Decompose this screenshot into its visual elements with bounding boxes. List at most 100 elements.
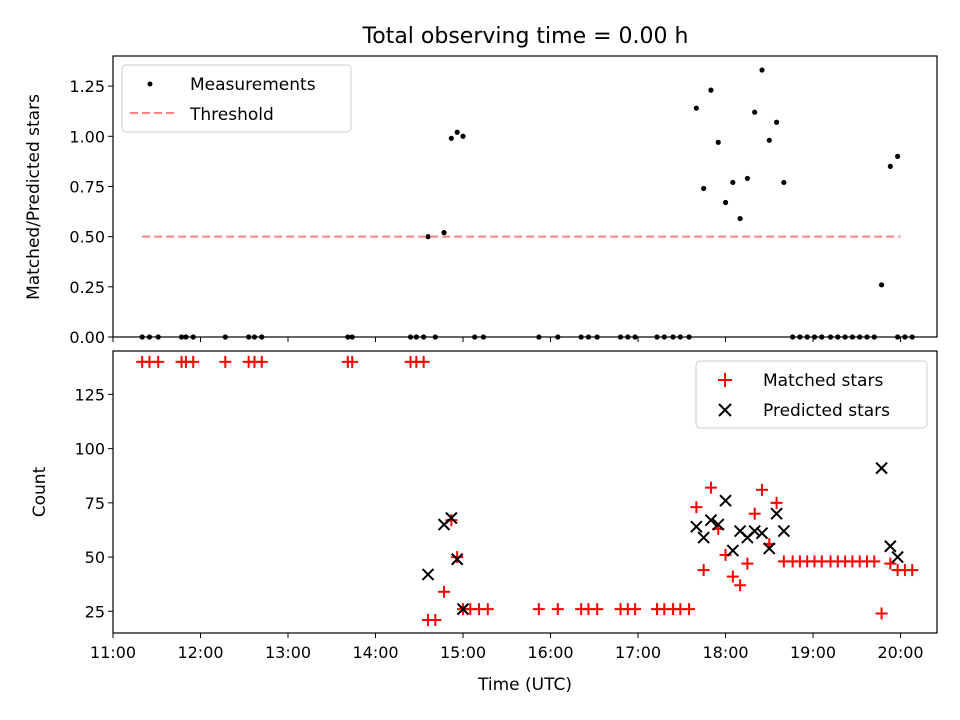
y-tick-label: 1.25 bbox=[69, 77, 105, 96]
measurement-point bbox=[887, 163, 893, 169]
y-tick-label: 0.50 bbox=[69, 228, 105, 247]
predicted-star-point bbox=[884, 540, 897, 553]
y-tick-label: 1.00 bbox=[69, 127, 105, 146]
measurement-point bbox=[781, 179, 787, 186]
predicted-star-point bbox=[755, 527, 769, 540]
matched-star-point bbox=[734, 579, 747, 592]
top-legend-box bbox=[121, 64, 352, 133]
bottom-plot-marks bbox=[136, 355, 919, 626]
measurement-point bbox=[773, 119, 780, 125]
top-y-ticks: 0.00 0.25 0.50 0.75 1.00 1.25 bbox=[69, 77, 113, 347]
measurement-point bbox=[693, 105, 699, 111]
predicted-star-point bbox=[726, 544, 740, 557]
legend-matched-marker bbox=[718, 373, 732, 387]
predicted-star-point bbox=[690, 520, 703, 533]
matched-star-point bbox=[906, 564, 919, 577]
top-x-ticks bbox=[112, 337, 902, 342]
measurement-point bbox=[448, 135, 454, 141]
x-tick-label: 11:00 bbox=[90, 643, 136, 662]
x-tick-label: 18:00 bbox=[702, 643, 748, 662]
y-tick-label: 100 bbox=[74, 440, 105, 459]
bottom-plot-frame bbox=[112, 350, 938, 634]
y-tick-label: 0.75 bbox=[69, 177, 105, 196]
measurement-point bbox=[737, 215, 743, 222]
bottom-x-ticks: 11:00 12:00 13:00 14:00 15:00 16:00 17:00 18:00… bbox=[90, 633, 924, 662]
measurement-point bbox=[454, 129, 460, 135]
bottom-legend-box bbox=[695, 360, 928, 429]
legend-measurements-label: Measurements bbox=[190, 75, 316, 95]
x-tick-label: 15:00 bbox=[440, 643, 486, 662]
x-axis-label: Time (UTC) bbox=[477, 675, 572, 695]
matched-star-point bbox=[726, 570, 739, 583]
matched-star-point bbox=[704, 481, 717, 494]
matched-star-point bbox=[868, 555, 881, 568]
legend-matched-label: Matched stars bbox=[763, 371, 883, 391]
matched-star-point bbox=[875, 607, 888, 620]
matched-star-point bbox=[429, 613, 442, 626]
predicted-star-point bbox=[875, 461, 888, 475]
matched-star-point bbox=[748, 507, 761, 520]
predicted-star-point bbox=[456, 602, 470, 616]
predicted-star-point bbox=[697, 531, 710, 544]
matched-star-point bbox=[697, 564, 710, 577]
top-y-axis-label: Matched/Predicted stars bbox=[24, 94, 44, 300]
matched-star-point bbox=[770, 496, 783, 509]
legend-threshold-label: Threshold bbox=[189, 105, 274, 125]
measurement-point bbox=[759, 67, 765, 73]
x-tick-label: 14:00 bbox=[352, 643, 398, 662]
matched-star-point bbox=[591, 603, 604, 616]
measurement-point bbox=[744, 175, 751, 182]
measurement-point bbox=[441, 230, 447, 236]
legend-measurements-marker bbox=[147, 81, 153, 87]
matched-star-point bbox=[683, 603, 696, 616]
y-tick-label: 125 bbox=[74, 385, 105, 404]
measurement-point bbox=[730, 179, 736, 186]
predicted-star-point bbox=[445, 511, 458, 525]
y-tick-label: 50 bbox=[85, 548, 105, 567]
predicted-star-point bbox=[421, 568, 435, 581]
x-tick-label: 19:00 bbox=[790, 643, 836, 662]
predicted-star-point bbox=[712, 518, 725, 531]
matched-star-point bbox=[451, 551, 464, 564]
matched-star-point bbox=[255, 355, 268, 368]
matched-star-point bbox=[755, 483, 768, 496]
predicted-star-point bbox=[719, 494, 732, 507]
measurement-point bbox=[715, 139, 721, 145]
matched-star-point bbox=[532, 603, 545, 616]
predicted-star-point bbox=[777, 524, 791, 538]
matched-star-point bbox=[152, 355, 165, 368]
matched-star-point bbox=[187, 355, 200, 368]
matched-star-point bbox=[741, 557, 754, 570]
matched-star-point bbox=[551, 603, 564, 616]
measurement-point bbox=[425, 234, 431, 240]
top-legend: Measurements Threshold bbox=[121, 64, 352, 133]
bottom-y-ticks: 25 50 75 100 125 bbox=[74, 385, 113, 621]
predicted-star-point bbox=[748, 524, 761, 538]
measurement-point bbox=[722, 199, 729, 206]
matched-star-point bbox=[629, 603, 642, 616]
matched-star-point bbox=[346, 355, 359, 368]
y-tick-label: 75 bbox=[85, 494, 105, 513]
legend-predicted-label: Predicted stars bbox=[763, 401, 890, 421]
x-tick-label: 13:00 bbox=[265, 643, 311, 662]
matched-star-point bbox=[481, 603, 494, 616]
measurement-point bbox=[752, 109, 758, 115]
x-tick-label: 12:00 bbox=[177, 643, 223, 662]
measurement-point bbox=[895, 153, 901, 159]
x-tick-label: 16:00 bbox=[527, 643, 573, 662]
x-tick-label: 20:00 bbox=[877, 643, 923, 662]
predicted-star-point bbox=[891, 550, 904, 564]
measurement-point bbox=[766, 137, 772, 143]
measurement-point bbox=[701, 185, 707, 192]
matched-star-point bbox=[884, 557, 897, 570]
x-tick-label: 17:00 bbox=[615, 643, 661, 662]
predicted-star-point bbox=[704, 513, 718, 527]
matched-star-point bbox=[690, 501, 703, 514]
top-chart-title: Total observing time = 0.00 h bbox=[362, 24, 689, 49]
y-tick-label: 0.25 bbox=[69, 278, 105, 297]
matched-star-point bbox=[438, 585, 451, 598]
predicted-star-point bbox=[763, 542, 776, 555]
matched-star-point bbox=[417, 355, 430, 368]
y-tick-label: 0.00 bbox=[69, 328, 105, 347]
